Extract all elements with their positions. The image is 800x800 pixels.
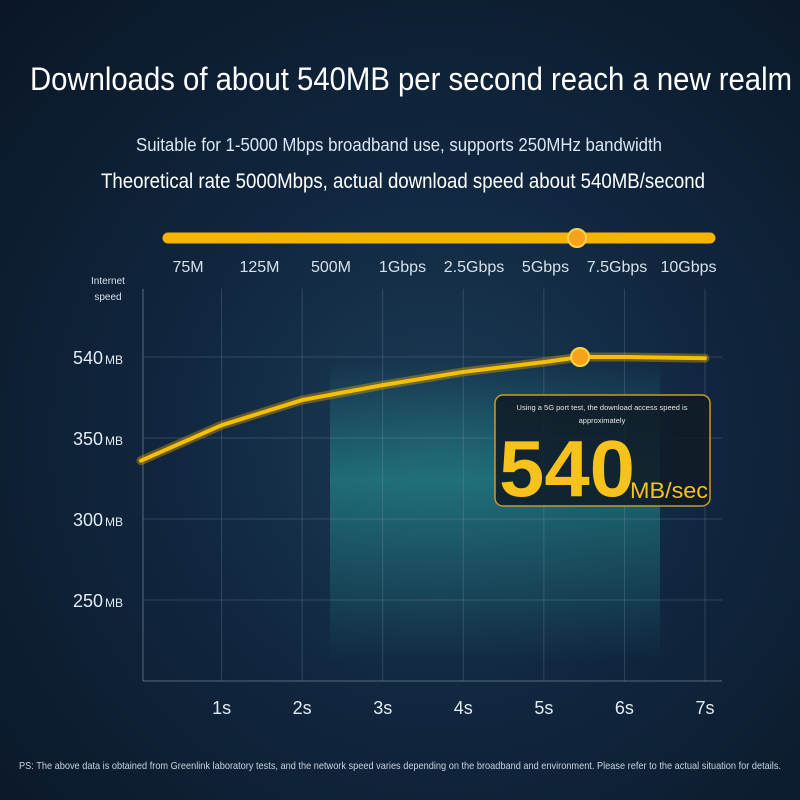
slider-label: 125M [239,259,279,276]
x-tick-label: 6s [615,698,634,718]
peak-dot [570,347,591,367]
y-tick-unit: MB [105,515,123,529]
slider-label: 1Gbps [379,259,426,276]
subtitle: Suitable for 1-5000 Mbps broadband use, … [136,135,662,155]
x-tick-label: 7s [695,698,714,718]
x-tick-label: 2s [293,698,312,718]
x-tick-label: 4s [454,698,473,718]
callout-value: 540 [499,424,635,513]
callout-box [494,394,711,507]
slider-label: 500M [311,259,351,276]
x-tick-label: 1s [212,698,231,718]
y-tick-label: 300 [73,510,103,530]
line [139,355,707,463]
slider-label: 75M [172,259,203,276]
y-axis-label: Internet speed [91,276,125,303]
slider-label: 5Gbps [522,259,569,276]
callout-note: Using a 5G port test, the download acces… [517,403,688,412]
y-tick-label: 250 [73,591,103,611]
x-tick-label: 5s [534,698,553,718]
y-tick-unit: MB [105,434,123,448]
y-tick-unit: MB [105,596,123,610]
slider-label: 10Gbps [660,259,716,276]
slider-label: 7.5Gbps [587,259,647,276]
subtitle-2: Theoretical rate 5000Mbps, actual downlo… [101,170,705,193]
footnote: PS: The above data is obtained from Gree… [19,760,781,772]
title: Downloads of about 540MB per second reac… [30,61,792,97]
y-tick-unit: MB [105,353,123,367]
callout-note-2: approximately [579,416,626,425]
x-tick-label: 3s [373,698,392,718]
callout-unit: MB/sec [630,478,708,503]
y-tick-label: 350 [73,429,103,449]
slider-label: 2.5Gbps [444,259,504,276]
y-tick-label: 540 [73,348,103,368]
slider-knob [567,228,587,248]
